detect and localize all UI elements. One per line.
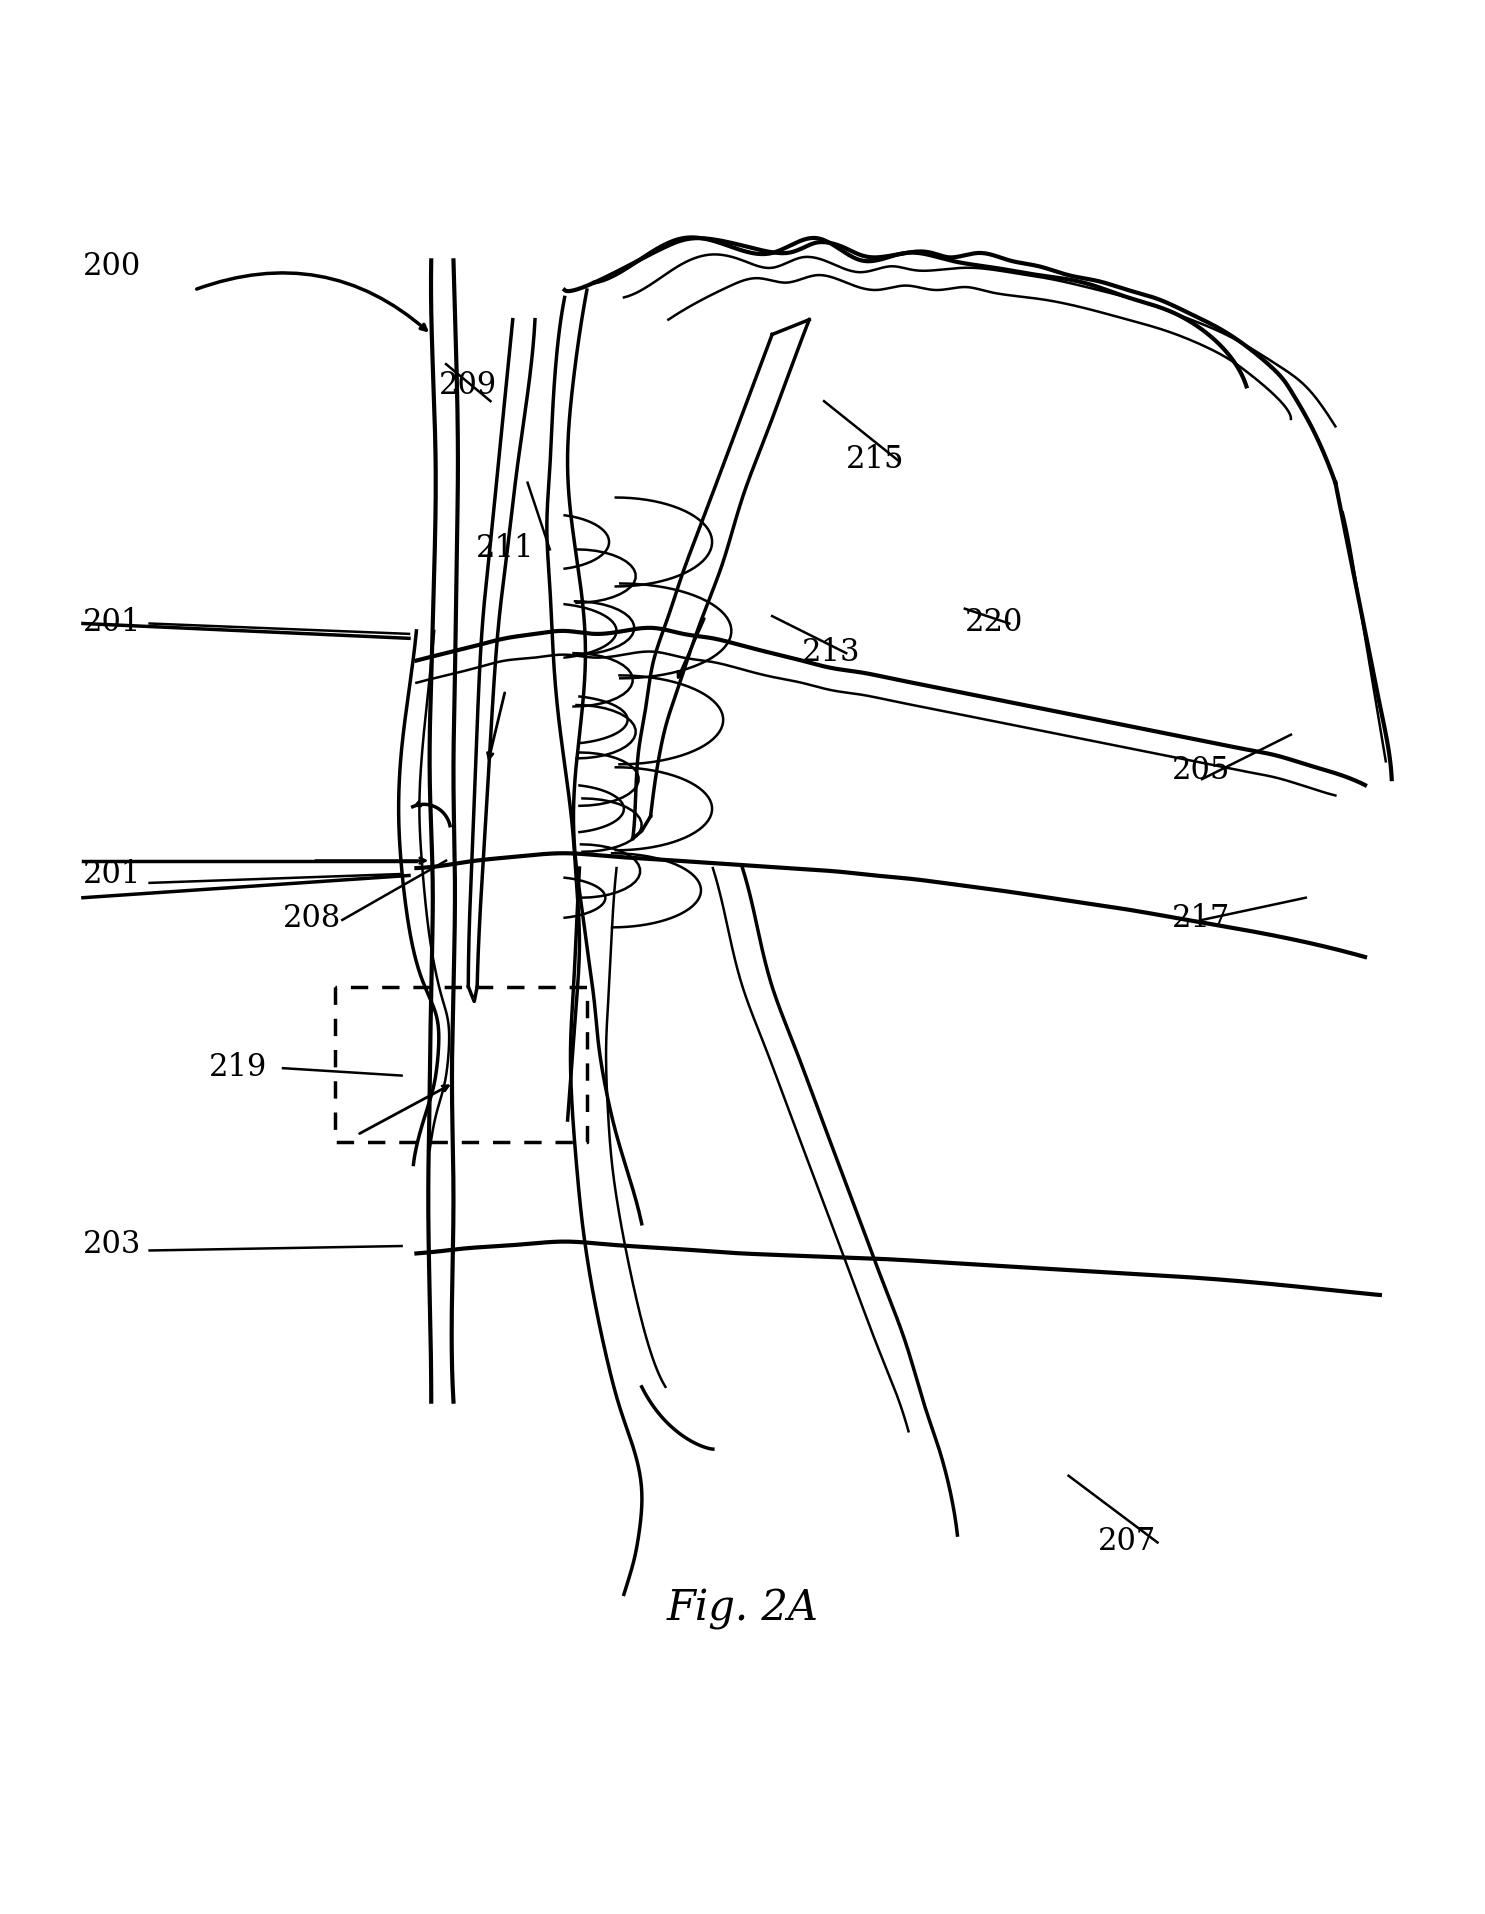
Text: Fig. 2A: Fig. 2A xyxy=(667,1589,818,1631)
Text: 215: 215 xyxy=(846,444,904,475)
Text: 209: 209 xyxy=(438,369,497,400)
Text: 217: 217 xyxy=(1172,903,1231,934)
Text: 220: 220 xyxy=(965,607,1023,637)
Text: 207: 207 xyxy=(1099,1525,1157,1556)
Text: 201: 201 xyxy=(83,859,141,890)
Text: 205: 205 xyxy=(1172,756,1231,787)
Text: 201: 201 xyxy=(83,607,141,637)
Text: 219: 219 xyxy=(209,1051,267,1083)
Text: 200: 200 xyxy=(83,251,141,281)
Text: 213: 213 xyxy=(802,637,860,668)
Text: 203: 203 xyxy=(83,1229,141,1261)
Text: 211: 211 xyxy=(475,532,535,565)
Text: 208: 208 xyxy=(284,903,342,934)
